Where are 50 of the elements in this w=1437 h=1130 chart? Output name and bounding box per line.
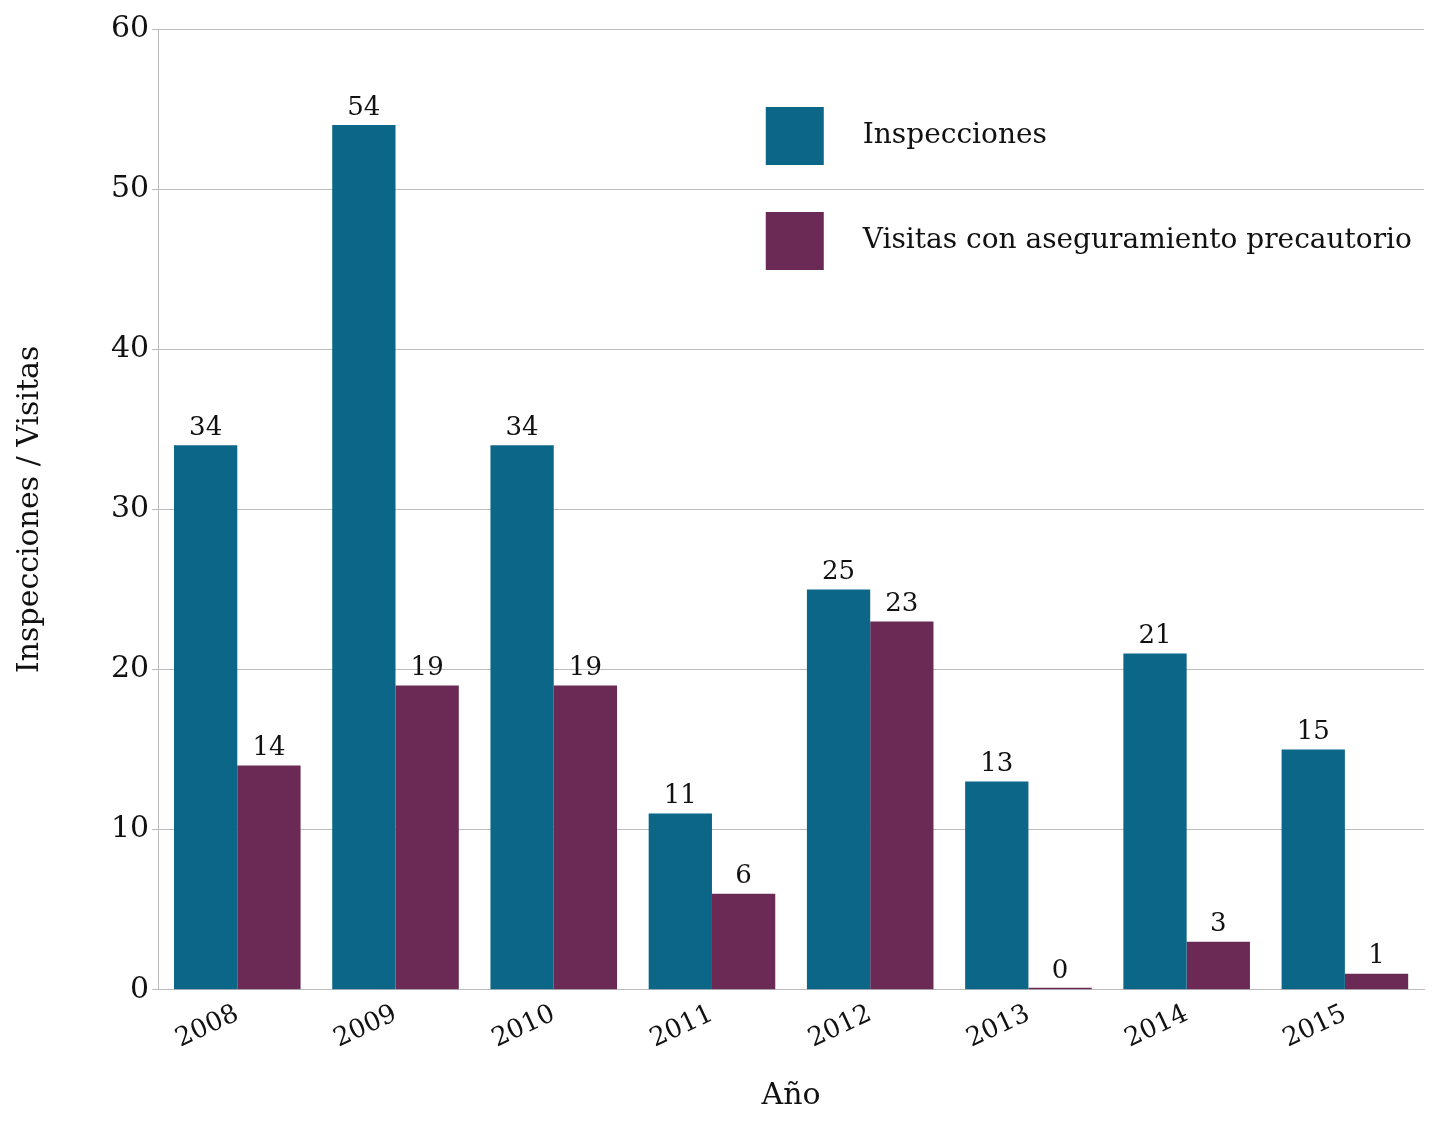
- bar: [332, 125, 396, 990]
- data-label: 14: [252, 731, 286, 762]
- bar: [1186, 941, 1250, 990]
- x-tick-label: 2013: [961, 997, 1034, 1053]
- data-label: 0: [1051, 953, 1069, 984]
- legend-label: Visitas con aseguramiento precautorio: [861, 222, 1412, 256]
- data-label: 19: [568, 651, 602, 682]
- data-label: 1: [1368, 939, 1385, 970]
- data-label: 11: [663, 779, 697, 810]
- y-tick-label: 0: [130, 969, 150, 1005]
- data-label: 34: [505, 411, 539, 442]
- bar: [490, 445, 554, 990]
- bar: [174, 445, 238, 990]
- bar: [648, 813, 712, 990]
- x-tick-label: 2012: [802, 997, 876, 1053]
- data-label: 15: [1296, 715, 1330, 746]
- x-axis-title: Año: [760, 1075, 821, 1111]
- data-label: 6: [735, 859, 752, 890]
- y-tick-label: 30: [110, 489, 150, 525]
- y-tick-label: 50: [110, 168, 150, 204]
- x-tick-label: 2009: [328, 997, 401, 1053]
- x-tick-label: 2014: [1119, 997, 1193, 1053]
- data-label: 23: [885, 587, 919, 618]
- data-label: 19: [410, 651, 444, 682]
- bar: [965, 781, 1029, 990]
- bar: [237, 765, 301, 990]
- y-tick-label: 10: [110, 809, 150, 845]
- bar: [1344, 973, 1409, 990]
- bar: [1281, 749, 1345, 990]
- y-tick-label: 60: [110, 8, 150, 44]
- x-tick-label: 2010: [486, 997, 560, 1053]
- data-label: 34: [189, 411, 223, 442]
- data-label: 54: [347, 90, 381, 121]
- bar: [553, 685, 618, 990]
- data-label: 13: [980, 747, 1014, 778]
- data-label: 3: [1210, 907, 1227, 938]
- legend-label: Inspecciones: [862, 117, 1047, 151]
- y-tick-label: 20: [110, 649, 150, 685]
- bar: [806, 589, 871, 990]
- data-label: 25: [822, 555, 856, 586]
- y-axis-title: Inspecciones / Visitas: [9, 345, 45, 674]
- x-tick-label: 2015: [1277, 997, 1351, 1053]
- y-tick-label: 40: [110, 329, 150, 365]
- x-tick-label: 2011: [644, 997, 718, 1053]
- bar: [711, 893, 776, 990]
- bar: [870, 621, 934, 990]
- data-label: 21: [1138, 619, 1172, 650]
- bar: [395, 685, 459, 990]
- x-tick-label: 2008: [170, 997, 243, 1053]
- bar: [1123, 653, 1187, 990]
